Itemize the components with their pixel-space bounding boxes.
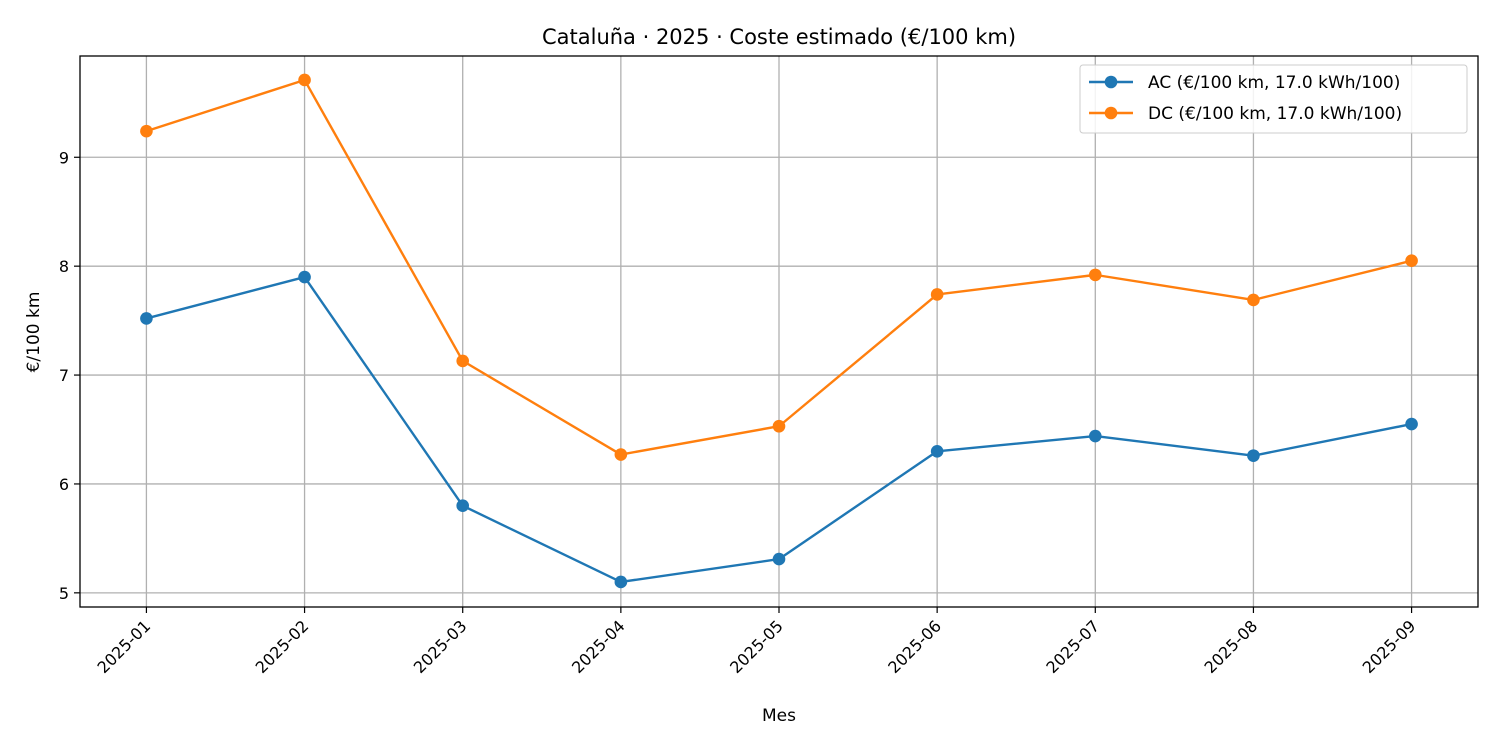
data-point (140, 312, 153, 325)
x-tick-label: 2025-06 (884, 616, 945, 677)
y-tick-label: 9 (59, 148, 69, 167)
y-axis-title: €/100 km (24, 292, 44, 373)
legend-entry: DC (€/100 km, 17.0 kWh/100) (1089, 104, 1402, 124)
data-point (614, 575, 628, 589)
x-tick-label: 2025-08 (1201, 616, 1262, 677)
legend-entry: AC (€/100 km, 17.0 kWh/100) (1089, 73, 1400, 93)
data-point (456, 354, 470, 368)
x-axis-title: Mes (762, 706, 796, 726)
data-point (614, 448, 628, 461)
data-point (930, 444, 944, 458)
data-point (1088, 429, 1102, 443)
y-axis-ticks: 5 6 7 8 9 (59, 148, 80, 603)
data-point (298, 270, 311, 284)
x-axis-ticks: 2025-01 2025-02 2025-03 2025-04 2025-05 2025-… (94, 607, 1420, 677)
y-tick-label: 7 (59, 366, 69, 385)
data-point (456, 499, 470, 513)
x-tick-label: 2025-03 (410, 616, 471, 677)
series-dc (140, 73, 1418, 461)
x-tick-label: 2025-05 (726, 616, 787, 677)
series-ac (140, 270, 1418, 589)
y-tick-label: 8 (59, 257, 69, 276)
y-tick-label: 5 (59, 584, 69, 603)
chart-title: Cataluña · 2025 · Coste estimado (€/100 … (542, 25, 1016, 49)
x-tick-label: 2025-07 (1042, 616, 1103, 677)
y-tick-label: 6 (59, 475, 69, 494)
series-layer (140, 73, 1418, 589)
x-tick-label: 2025-02 (252, 616, 313, 677)
data-point (1405, 254, 1418, 268)
x-tick-label: 2025-01 (94, 616, 155, 677)
legend-box (1079, 64, 1468, 134)
data-point (1088, 268, 1102, 282)
data-point (772, 552, 786, 566)
data-point (140, 124, 153, 138)
legend-label: DC (€/100 km, 17.0 kWh/100) (1148, 104, 1402, 124)
grid-lines (80, 56, 1478, 607)
legend: AC (€/100 km, 17.0 kWh/100) DC (€/100 km,… (1079, 64, 1468, 134)
x-tick-label: 2025-09 (1359, 616, 1420, 677)
legend-marker (1104, 75, 1118, 89)
data-point (1247, 449, 1260, 462)
legend-label: AC (€/100 km, 17.0 kWh/100) (1148, 73, 1400, 93)
data-point (772, 419, 786, 433)
x-tick-label: 2025-04 (568, 616, 629, 677)
data-point (298, 73, 311, 87)
data-point (1247, 293, 1260, 307)
data-point (1405, 417, 1418, 431)
legend-marker (1104, 106, 1118, 120)
data-point (930, 288, 944, 301)
